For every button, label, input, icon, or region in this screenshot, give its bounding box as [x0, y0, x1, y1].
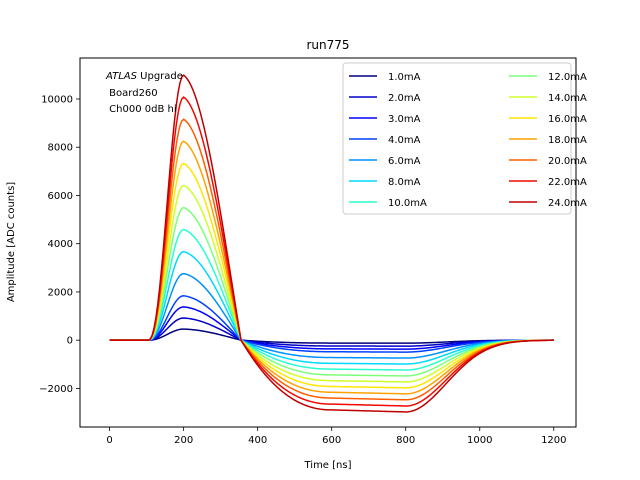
legend-label: 2.0mA [388, 93, 421, 104]
series-line-14.0mA [109, 184, 554, 383]
series-line-22.0mA [109, 96, 554, 407]
legend-label: 24.0mA [548, 198, 587, 209]
series-line-6.0mA [109, 272, 554, 359]
legend-label: 16.0mA [548, 114, 587, 125]
legend-label: 10.0mA [388, 198, 427, 209]
legend-box [342, 62, 572, 215]
annotation-line-1: ATLAS Upgrade [105, 71, 183, 82]
series-layer [109, 74, 554, 413]
legend-label: 20.0mA [548, 156, 587, 167]
legend-label: 4.0mA [388, 135, 421, 146]
y-tick-label: −2000 [39, 384, 73, 395]
x-tick-label: 1000 [467, 435, 492, 446]
annotation-italic: ATLAS [105, 71, 138, 82]
series-line-12.0mA [109, 206, 554, 377]
y-tick-label: 0 [67, 336, 73, 347]
series-line-10.0mA [109, 228, 554, 371]
y-tick-label: 2000 [48, 287, 73, 298]
legend-label: 1.0mA [388, 72, 421, 83]
legend-label: 12.0mA [548, 72, 587, 83]
plot-frame [79, 57, 577, 428]
x-axis: 0 200 400 600 800 1000 1200 [106, 427, 567, 446]
series-line-20.0mA [109, 118, 554, 401]
chart-title: run775 [306, 38, 349, 52]
series-line-18.0mA [109, 140, 554, 395]
x-tick-label: 200 [174, 435, 193, 446]
y-axis-title: Amplitude [ADC counts] [6, 182, 17, 302]
series-line-4.0mA [109, 295, 554, 353]
annotation-line-2: Board260 [106, 88, 158, 99]
legend-label: 18.0mA [548, 135, 587, 146]
legend-label: 22.0mA [548, 177, 587, 188]
legend-label: 6.0mA [388, 156, 421, 167]
y-tick-label: 10000 [41, 95, 73, 106]
annotation-line-3: Ch000 0dB hi [106, 104, 177, 115]
x-tick-label: 800 [396, 435, 415, 446]
series-line-8.0mA [109, 250, 554, 365]
x-axis-title: Time [ns] [303, 460, 351, 471]
atlas-annotation: ATLAS Upgrade Board260 Ch000 0dB hi [105, 71, 183, 115]
y-axis: −2000 0 2000 4000 6000 8000 10000 [39, 95, 80, 395]
annotation-line-1-rest: Upgrade [137, 71, 183, 82]
y-tick-label: 4000 [48, 239, 73, 250]
series-line-24.0mA [109, 74, 554, 413]
x-tick-label: 1200 [541, 435, 566, 446]
legend-label: 8.0mA [388, 177, 421, 188]
legend-label: 3.0mA [388, 114, 421, 125]
legend-label: 14.0mA [548, 93, 587, 104]
x-tick-label: 600 [322, 435, 341, 446]
y-tick-label: 8000 [48, 143, 73, 154]
y-tick-label: 6000 [48, 191, 73, 202]
x-tick-label: 400 [248, 435, 267, 446]
series-line-16.0mA [109, 162, 554, 389]
legend: 1.0mA 2.0mA 3.0mA 4.0mA 6.0mA 8.0mA 10.0mA 12.0… [342, 62, 587, 215]
x-tick-label: 0 [106, 435, 112, 446]
